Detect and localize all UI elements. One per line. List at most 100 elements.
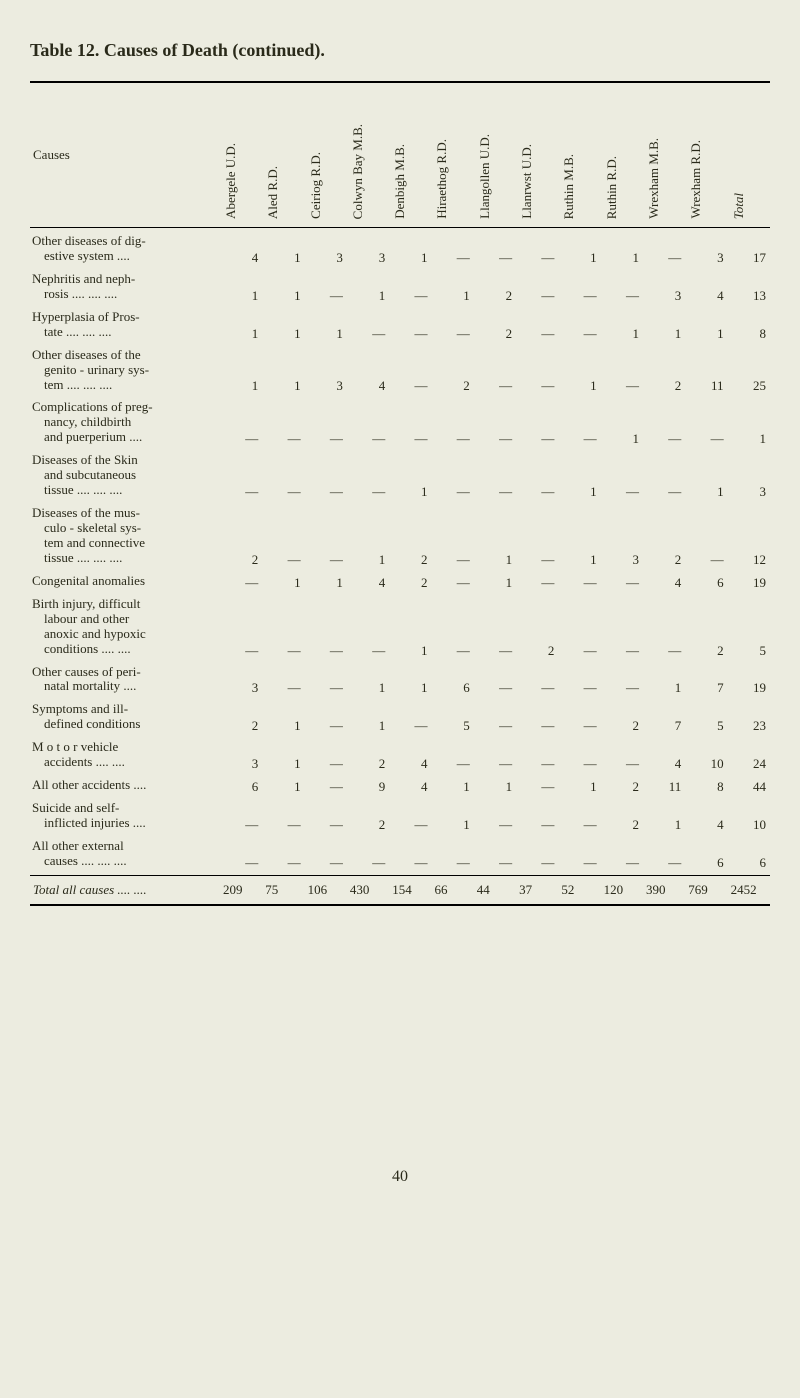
num-cell: 1: [389, 449, 431, 502]
num-cell: —: [431, 230, 473, 268]
num-cell: 44: [728, 774, 770, 797]
num-cell: 2: [347, 797, 389, 835]
num-cell: —: [601, 268, 643, 306]
num-cell: —: [389, 835, 431, 873]
num-cell: 12: [728, 502, 770, 570]
num-cell: 1: [262, 774, 304, 797]
total-cell: 209: [220, 878, 262, 902]
num-cell: 1: [431, 268, 473, 306]
cause-cell: Nephritis and neph-rosis .... .... ....: [30, 268, 220, 306]
cause-cell: M o t o r vehicleaccidents .... ....: [30, 736, 220, 774]
num-cell: 4: [685, 268, 727, 306]
num-cell: —: [643, 449, 685, 502]
num-cell: 5: [685, 698, 727, 736]
num-cell: —: [643, 396, 685, 449]
total-cell: 430: [347, 878, 389, 902]
cause-cell: Birth injury, difficultlabour and othera…: [30, 593, 220, 661]
num-cell: —: [305, 449, 347, 502]
num-cell: —: [389, 306, 431, 344]
num-cell: —: [516, 268, 558, 306]
num-cell: 4: [643, 570, 685, 593]
num-cell: 1: [643, 797, 685, 835]
num-cell: 8: [728, 306, 770, 344]
col-header: Abergele U.D.: [220, 85, 262, 225]
num-cell: —: [220, 570, 262, 593]
num-cell: 3: [685, 230, 727, 268]
num-cell: 19: [728, 661, 770, 699]
num-cell: —: [431, 502, 473, 570]
num-cell: —: [474, 230, 516, 268]
num-cell: —: [305, 396, 347, 449]
num-cell: 2: [601, 698, 643, 736]
num-cell: 1: [220, 344, 262, 397]
page-number: 40: [30, 1168, 770, 1186]
col-header: Ruthin M.B.: [558, 85, 600, 225]
num-cell: —: [305, 593, 347, 661]
num-cell: —: [431, 396, 473, 449]
num-cell: —: [431, 736, 473, 774]
num-cell: 3: [601, 502, 643, 570]
num-cell: —: [601, 661, 643, 699]
cause-cell: All other externalcauses .... .... ....: [30, 835, 220, 873]
num-cell: 7: [685, 661, 727, 699]
total-cell: 154: [389, 878, 431, 902]
num-cell: —: [220, 835, 262, 873]
num-cell: —: [685, 502, 727, 570]
num-cell: 1: [347, 698, 389, 736]
num-cell: —: [601, 736, 643, 774]
num-cell: 1: [347, 661, 389, 699]
num-cell: —: [601, 449, 643, 502]
num-cell: 1: [558, 502, 600, 570]
num-cell: 2: [389, 570, 431, 593]
num-cell: 1: [262, 570, 304, 593]
num-cell: —: [305, 698, 347, 736]
num-cell: 1: [305, 306, 347, 344]
num-cell: 1: [474, 502, 516, 570]
num-cell: —: [474, 698, 516, 736]
cause-cell: All other accidents ....: [30, 774, 220, 797]
num-cell: 11: [643, 774, 685, 797]
total-cell: 120: [601, 878, 643, 902]
num-cell: 1: [220, 306, 262, 344]
num-cell: 1: [262, 268, 304, 306]
num-cell: 1: [389, 593, 431, 661]
cause-cell: Congenital anomalies: [30, 570, 220, 593]
num-cell: —: [474, 797, 516, 835]
num-cell: —: [262, 593, 304, 661]
num-cell: —: [389, 268, 431, 306]
total-cell: 44: [474, 878, 516, 902]
col-header: Ruthin R.D.: [601, 85, 643, 225]
num-cell: 6: [685, 570, 727, 593]
num-cell: 17: [728, 230, 770, 268]
num-cell: 1: [685, 449, 727, 502]
cause-cell: Hyperplasia of Pros-tate .... .... ....: [30, 306, 220, 344]
num-cell: —: [516, 835, 558, 873]
num-cell: 1: [558, 344, 600, 397]
num-cell: 6: [431, 661, 473, 699]
num-cell: 1: [262, 736, 304, 774]
col-header: Ceiriog R.D.: [305, 85, 347, 225]
num-cell: 4: [389, 774, 431, 797]
num-cell: 13: [728, 268, 770, 306]
num-cell: —: [262, 797, 304, 835]
total-cell: 769: [685, 878, 727, 902]
num-cell: 1: [262, 344, 304, 397]
num-cell: 7: [643, 698, 685, 736]
table-title: Table 12. Causes of Death (continued).: [30, 40, 770, 61]
num-cell: —: [262, 502, 304, 570]
num-cell: —: [643, 230, 685, 268]
cause-cell: Diseases of the Skinand subcutaneoustiss…: [30, 449, 220, 502]
num-cell: —: [516, 797, 558, 835]
num-cell: —: [389, 698, 431, 736]
num-cell: 1: [220, 268, 262, 306]
num-cell: —: [474, 835, 516, 873]
num-cell: —: [558, 570, 600, 593]
total-cell: 75: [262, 878, 304, 902]
num-cell: —: [220, 797, 262, 835]
total-cell: 66: [431, 878, 473, 902]
num-cell: —: [474, 736, 516, 774]
num-cell: —: [347, 449, 389, 502]
num-cell: 10: [728, 797, 770, 835]
num-cell: —: [389, 396, 431, 449]
num-cell: —: [516, 698, 558, 736]
